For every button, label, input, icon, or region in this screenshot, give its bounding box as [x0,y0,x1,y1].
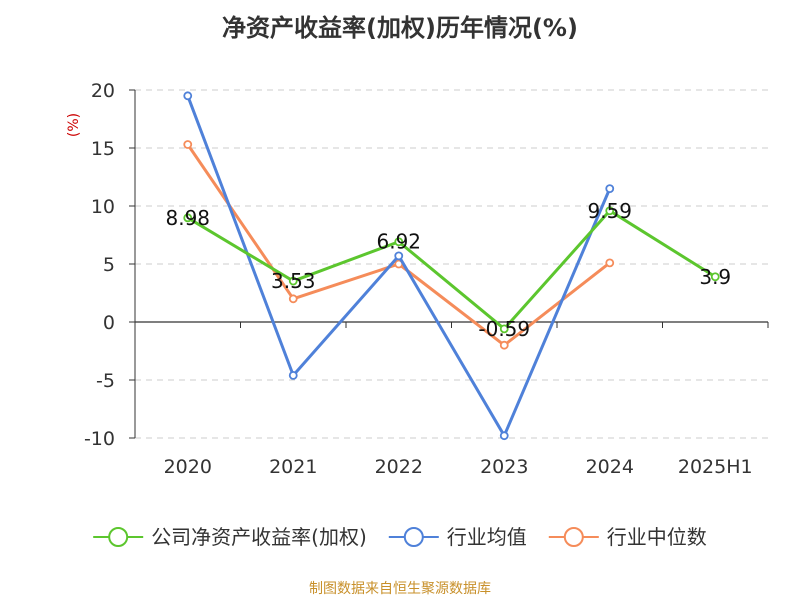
data-labels: 8.98 3.53 6.92 -0.59 9.59 3.9 [165,199,731,341]
data-label: 8.98 [165,206,210,230]
data-label: 9.59 [587,199,632,223]
data-point-marker [183,91,193,101]
data-point-marker [605,258,615,268]
x-tick-label: 2023 [480,456,528,478]
legend-swatch-marker [108,527,129,547]
data-point-marker [499,431,509,441]
data-label: -0.59 [478,317,530,341]
y-tick-label: 15 [91,138,115,160]
data-point-marker [183,213,193,223]
data-point-marker [288,276,298,286]
legend: 公司净资产收益率(加权) 行业均值 行业中位数 [93,525,707,549]
data-label: 3.9 [699,265,731,289]
series-lines [183,91,720,441]
y-tick-label: 0 [103,312,115,334]
data-source-footer: 制图数据来自恒生聚源数据库 [309,581,491,597]
x-tick-label: 2024 [586,456,634,478]
y-axis-unit-label: (%) [66,113,82,137]
gridlines [135,89,768,439]
series-line-0 [186,209,717,331]
data-label: 3.53 [271,269,316,293]
data-point-marker [288,370,298,380]
legend-swatch-marker [403,527,424,547]
y-tick-label: 10 [91,196,115,218]
x-tick-label: 2020 [164,456,212,478]
y-tick-label: -5 [96,370,115,392]
data-point-marker [394,251,404,261]
legend-label: 行业均值 [447,525,527,549]
y-tick-label: 20 [91,80,115,102]
data-point-marker [710,272,720,282]
legend-swatch-marker [563,527,584,547]
x-tick-label: 2022 [375,456,423,478]
data-point-marker [288,294,298,304]
x-tick-label: 2025H1 [678,456,753,478]
x-tick-label: 2021 [269,456,317,478]
legend-label: 行业中位数 [607,525,707,549]
data-point-marker [183,140,193,149]
data-label: 6.92 [376,230,421,254]
data-point-marker [394,237,404,247]
legend-label: 公司净资产收益率(加权) [151,525,367,549]
data-point-marker [605,184,615,194]
data-point-marker [605,206,615,216]
y-tick-label: 5 [103,254,115,276]
data-point-marker [499,340,509,350]
data-point-marker [499,324,509,334]
y-tick-label: -10 [84,428,115,450]
chart-title: 净资产收益率(加权)历年情况(%) [222,14,578,42]
